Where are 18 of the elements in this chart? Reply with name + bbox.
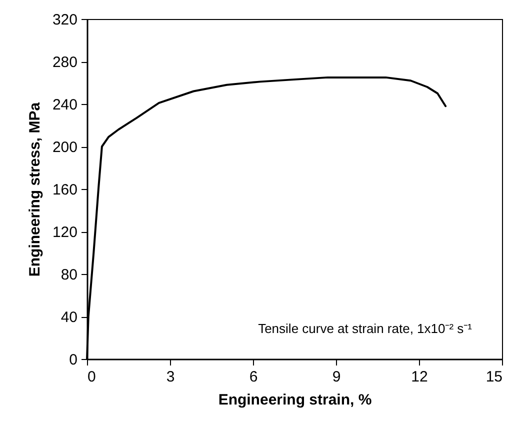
x-tick-label: 3 (166, 368, 175, 386)
x-tick-label: 0 (88, 368, 96, 386)
y-tick-label: 80 (60, 266, 78, 284)
y-tick-label: 160 (52, 182, 78, 198)
annotation: Tensile curve at strain rate, 1x10⁻² s⁻¹ (258, 321, 473, 336)
x-tick-label: 6 (249, 368, 258, 386)
y-tick-label: 0 (69, 352, 78, 368)
x-tick-label: 9 (332, 368, 341, 386)
y-tick-label: 280 (52, 54, 78, 71)
x-axis-title: Engineering strain, % (218, 392, 372, 408)
y-tick-label: 200 (52, 139, 78, 156)
y-tick-label: 40 (60, 309, 78, 326)
x-tick-label: 15 (486, 368, 502, 386)
y-tick-label: 240 (52, 96, 78, 114)
y-tick-label: 120 (52, 224, 78, 241)
y-tick-label: 320 (52, 12, 78, 28)
x-tick-label: 12 (411, 368, 428, 386)
y-axis-title: Engineering stress, MPa (26, 102, 44, 277)
